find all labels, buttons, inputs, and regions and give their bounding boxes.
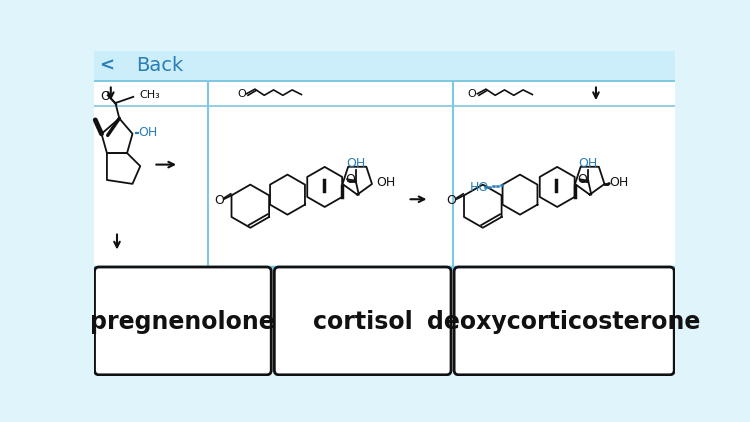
Text: OH: OH bbox=[376, 176, 396, 189]
Text: O: O bbox=[447, 194, 457, 206]
Bar bbox=[94, 82, 675, 265]
Text: <: < bbox=[99, 56, 114, 74]
Text: O: O bbox=[468, 89, 476, 99]
FancyBboxPatch shape bbox=[274, 267, 451, 375]
FancyBboxPatch shape bbox=[454, 267, 674, 375]
Text: O: O bbox=[214, 194, 224, 206]
Text: OH: OH bbox=[139, 126, 158, 139]
FancyBboxPatch shape bbox=[94, 267, 272, 375]
Text: O: O bbox=[345, 173, 355, 186]
Text: OH: OH bbox=[609, 176, 628, 189]
Text: CH₃: CH₃ bbox=[140, 90, 160, 100]
Text: OH: OH bbox=[578, 157, 598, 170]
Text: cortisol: cortisol bbox=[313, 310, 413, 334]
Text: HO: HO bbox=[470, 181, 489, 194]
Text: O: O bbox=[578, 173, 587, 186]
Text: O: O bbox=[237, 89, 246, 99]
Text: deoxycorticosterone: deoxycorticosterone bbox=[427, 310, 700, 334]
Text: O: O bbox=[100, 90, 110, 103]
Text: OH: OH bbox=[346, 157, 365, 170]
Text: pregnenolone: pregnenolone bbox=[91, 310, 275, 334]
Text: Back: Back bbox=[136, 56, 184, 75]
Bar bbox=[94, 51, 675, 80]
Bar bbox=[94, 80, 675, 82]
